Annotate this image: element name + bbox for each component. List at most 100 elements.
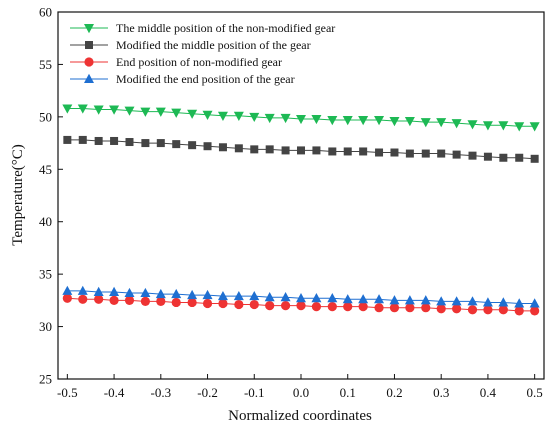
x-tick-label: -0.3 xyxy=(151,385,172,400)
data-point xyxy=(280,292,291,302)
data-point xyxy=(280,301,291,311)
data-point xyxy=(374,116,385,126)
data-point xyxy=(530,306,540,316)
data-point xyxy=(140,107,151,117)
legend-marker xyxy=(84,24,94,34)
data-point xyxy=(140,296,150,307)
legend-label: End position of non-modified gear xyxy=(116,55,282,69)
x-tick-label: -0.2 xyxy=(197,385,218,400)
data-point xyxy=(514,306,524,316)
data-point xyxy=(311,293,322,303)
data-point xyxy=(124,287,135,298)
data-point xyxy=(359,147,368,156)
data-point xyxy=(265,301,275,311)
data-point xyxy=(342,294,353,304)
series-3 xyxy=(62,285,540,308)
series-2 xyxy=(62,293,540,316)
data-point xyxy=(436,118,447,128)
data-point xyxy=(140,287,151,298)
data-point xyxy=(187,289,198,300)
data-point xyxy=(498,121,509,131)
legend-label: Modified the middle position of the gear xyxy=(116,38,311,52)
data-point xyxy=(172,140,181,149)
x-tick-label: 0.3 xyxy=(433,385,449,400)
x-tick-label: 0.4 xyxy=(480,385,497,400)
data-point xyxy=(63,135,72,144)
data-point xyxy=(358,294,369,304)
legend-marker xyxy=(84,57,94,67)
x-tick-label: 0.5 xyxy=(527,385,543,400)
data-point xyxy=(420,295,431,305)
data-point xyxy=(94,136,103,145)
data-point xyxy=(234,299,244,310)
data-point xyxy=(187,109,198,119)
data-point xyxy=(249,112,260,123)
legend-item: The middle position of the non-modified … xyxy=(70,21,335,35)
data-point xyxy=(296,114,306,125)
data-point xyxy=(467,305,478,315)
data-point xyxy=(296,301,306,311)
data-point xyxy=(436,304,446,314)
data-point xyxy=(311,302,322,312)
x-tick-label: 0.0 xyxy=(293,385,309,400)
data-point xyxy=(234,144,243,153)
data-point xyxy=(483,305,493,315)
x-tick-label: 0.2 xyxy=(386,385,402,400)
data-point xyxy=(375,148,384,157)
data-point xyxy=(405,149,414,158)
data-point xyxy=(374,294,385,304)
data-point xyxy=(529,122,540,132)
data-point xyxy=(233,111,244,122)
y-tick-label: 60 xyxy=(39,5,52,20)
data-point xyxy=(265,145,274,154)
y-axis-title: Temperature(°C) xyxy=(10,144,26,246)
data-point xyxy=(404,117,415,127)
data-point xyxy=(249,290,260,301)
series-layer xyxy=(62,104,540,316)
data-point xyxy=(358,116,369,126)
legend-marker xyxy=(85,41,93,49)
series-0 xyxy=(62,104,540,132)
data-point xyxy=(94,294,104,304)
data-point xyxy=(62,293,72,303)
data-point xyxy=(249,299,259,310)
x-tick-label: 0.1 xyxy=(340,385,356,400)
data-point xyxy=(218,298,228,309)
data-point xyxy=(451,296,462,306)
data-point xyxy=(467,120,478,130)
data-point xyxy=(389,303,400,313)
data-point xyxy=(343,147,352,156)
legend-item: Modified the middle position of the gear xyxy=(70,38,311,52)
data-point xyxy=(482,121,493,131)
data-point xyxy=(77,285,88,295)
y-tick-label: 30 xyxy=(39,319,52,334)
data-point xyxy=(264,292,275,302)
data-point xyxy=(155,107,166,117)
data-point xyxy=(467,296,478,306)
data-point xyxy=(421,149,430,158)
y-tick-label: 40 xyxy=(39,214,52,229)
data-point xyxy=(202,110,213,120)
data-point xyxy=(498,305,508,315)
data-point xyxy=(155,288,166,299)
data-point xyxy=(452,150,461,159)
data-point xyxy=(389,117,400,127)
data-point xyxy=(78,294,88,304)
data-point xyxy=(312,146,321,155)
data-point xyxy=(514,122,525,132)
data-point xyxy=(281,146,290,155)
data-point xyxy=(327,302,337,312)
data-point xyxy=(514,298,525,308)
data-point xyxy=(233,290,244,301)
data-point xyxy=(420,118,431,128)
data-point xyxy=(156,296,166,307)
y-tick-label: 50 xyxy=(39,109,52,124)
data-point xyxy=(171,108,182,118)
data-point xyxy=(390,148,399,157)
data-point xyxy=(62,104,73,114)
data-point xyxy=(343,302,353,312)
y-axis-ticks: 25 30 35 40 45 50 55 60 xyxy=(39,5,63,387)
data-point xyxy=(202,298,213,309)
